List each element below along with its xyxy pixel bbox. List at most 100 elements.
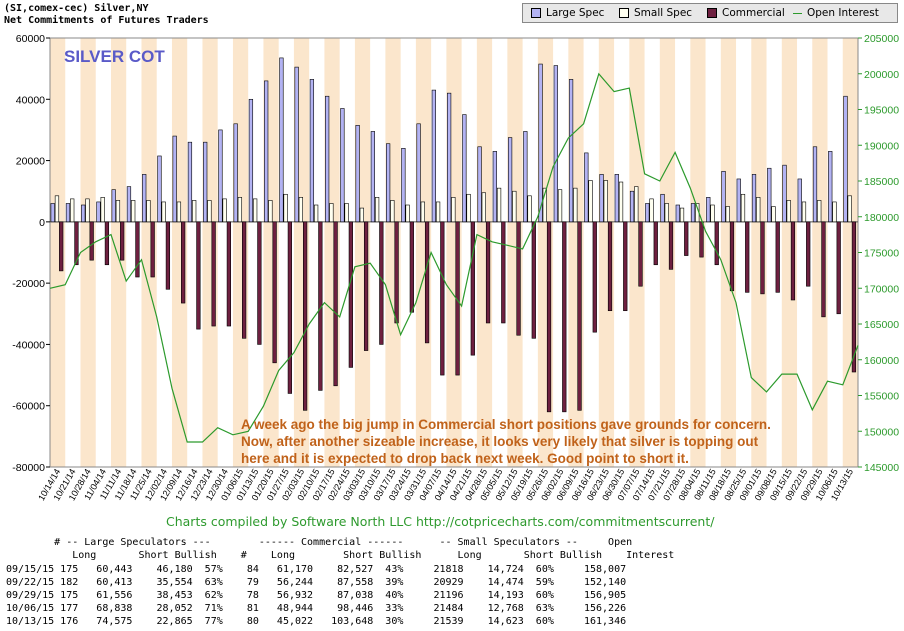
header-instrument: (SI,comex-cec) Silver,NY xyxy=(4,3,149,14)
left-axis-tick-label: -80000 xyxy=(12,462,45,474)
bar-small-spec xyxy=(573,187,578,223)
bar-large-spec xyxy=(782,164,787,223)
bar-large-spec xyxy=(629,190,635,223)
bar-commercial xyxy=(333,221,338,387)
bar-small-spec xyxy=(527,195,532,223)
bar-commercial xyxy=(363,221,369,351)
bar-small-spec xyxy=(54,195,60,223)
bar-small-spec xyxy=(634,186,639,223)
bar-commercial xyxy=(394,221,399,324)
right-axis-tick-label: 195000 xyxy=(864,105,899,117)
bar-large-spec xyxy=(645,203,650,223)
bar-commercial xyxy=(74,221,79,266)
right-axis-tick-label: 160000 xyxy=(864,355,899,367)
bar-commercial xyxy=(562,221,567,413)
bar-large-spec xyxy=(386,143,391,223)
bar-commercial xyxy=(348,221,353,368)
bar-large-spec xyxy=(264,80,269,223)
bar-small-spec xyxy=(725,206,730,223)
bar-commercial xyxy=(745,221,750,293)
bar-commercial xyxy=(501,221,506,324)
bar-commercial xyxy=(790,221,796,301)
bar-large-spec xyxy=(523,131,528,223)
bar-small-spec xyxy=(557,189,563,223)
bar-small-spec xyxy=(740,193,746,223)
bar-commercial xyxy=(242,221,247,339)
bar-large-spec xyxy=(828,151,833,223)
bar-commercial xyxy=(775,221,780,293)
bar-large-spec xyxy=(492,151,497,223)
bar-large-spec xyxy=(248,98,254,223)
grid-band xyxy=(80,38,96,467)
bar-small-spec xyxy=(85,198,90,223)
right-axis-tick-label: 170000 xyxy=(864,283,899,295)
bar-large-spec xyxy=(218,129,223,223)
bar-small-spec xyxy=(405,204,410,223)
right-axis-tick-label: 180000 xyxy=(864,212,899,224)
bar-commercial xyxy=(592,221,597,333)
table-row: 10/13/15 176 74,575 22,865 77% 80 45,022… xyxy=(6,616,627,627)
bar-small-spec xyxy=(161,201,166,223)
bar-small-spec xyxy=(466,193,471,223)
right-axis-tick-label: 190000 xyxy=(864,140,899,152)
legend-small-spec: Small Spec xyxy=(619,7,692,19)
bar-large-spec xyxy=(706,197,711,223)
left-axis-tick-label: -20000 xyxy=(12,278,45,290)
bar-large-spec xyxy=(553,65,558,223)
bar-commercial xyxy=(607,221,613,312)
bar-small-spec xyxy=(100,197,105,223)
bar-large-spec xyxy=(65,203,71,223)
bar-large-spec xyxy=(279,57,284,223)
bar-large-spec xyxy=(96,201,101,223)
table-header-2: Long Short Bullish # Long Short Bullish … xyxy=(6,550,675,561)
cot-chart: 6000040000200000-20000-40000-60000-80000… xyxy=(12,33,899,502)
bar-large-spec xyxy=(325,95,330,223)
bar-small-spec xyxy=(222,198,227,223)
bar-large-spec xyxy=(675,204,680,223)
bar-commercial xyxy=(440,221,445,376)
bar-large-spec xyxy=(431,89,436,223)
bar-commercial xyxy=(546,221,552,413)
legend-label-small-spec: Small Spec xyxy=(634,7,693,19)
bar-small-spec xyxy=(283,193,288,223)
bar-small-spec xyxy=(588,180,593,223)
left-axis-tick-label: 60000 xyxy=(16,33,45,45)
bar-commercial xyxy=(577,221,582,411)
bar-commercial xyxy=(623,221,628,312)
bar-large-spec xyxy=(446,92,452,223)
bar-commercial xyxy=(531,221,536,339)
grid-band xyxy=(598,38,615,467)
bar-small-spec xyxy=(237,197,243,223)
table-row: 09/29/15 175 61,556 38,453 62% 78 56,932… xyxy=(6,590,627,601)
bar-small-spec xyxy=(329,203,334,223)
chart-title: SILVER COT xyxy=(64,47,165,66)
legend-swatch-large-spec xyxy=(531,8,541,18)
grid-band xyxy=(110,38,127,467)
bar-large-spec xyxy=(416,123,421,223)
bar-large-spec xyxy=(142,174,147,223)
bar-large-spec xyxy=(401,148,406,223)
grid-band xyxy=(476,38,493,467)
bar-small-spec xyxy=(801,201,807,223)
grid-band xyxy=(781,38,798,467)
bar-small-spec xyxy=(832,201,837,223)
bar-large-spec xyxy=(477,146,482,223)
bar-small-spec xyxy=(817,200,822,223)
table-header-1: # -- Large Speculators --- ------ Commer… xyxy=(6,537,633,548)
bar-commercial xyxy=(699,221,704,258)
right-axis-tick-label: 150000 xyxy=(864,426,899,438)
bar-commercial xyxy=(821,221,826,318)
legend-open-interest: Open Interest xyxy=(793,7,879,19)
legend: Large Spec Small Spec Commercial Open In… xyxy=(522,3,898,23)
bar-small-spec xyxy=(710,204,715,223)
bar-commercial xyxy=(150,221,155,278)
bar-small-spec xyxy=(344,203,349,223)
bar-large-spec xyxy=(721,170,726,223)
bar-small-spec xyxy=(314,204,319,223)
annotation-line: Now, after another sizeable increase, it… xyxy=(241,434,759,449)
series-open-interest xyxy=(49,72,859,443)
bar-large-spec xyxy=(294,66,299,223)
legend-label-large-spec: Large Spec xyxy=(546,7,605,19)
bar-small-spec xyxy=(192,200,197,223)
bar-small-spec xyxy=(70,198,75,223)
